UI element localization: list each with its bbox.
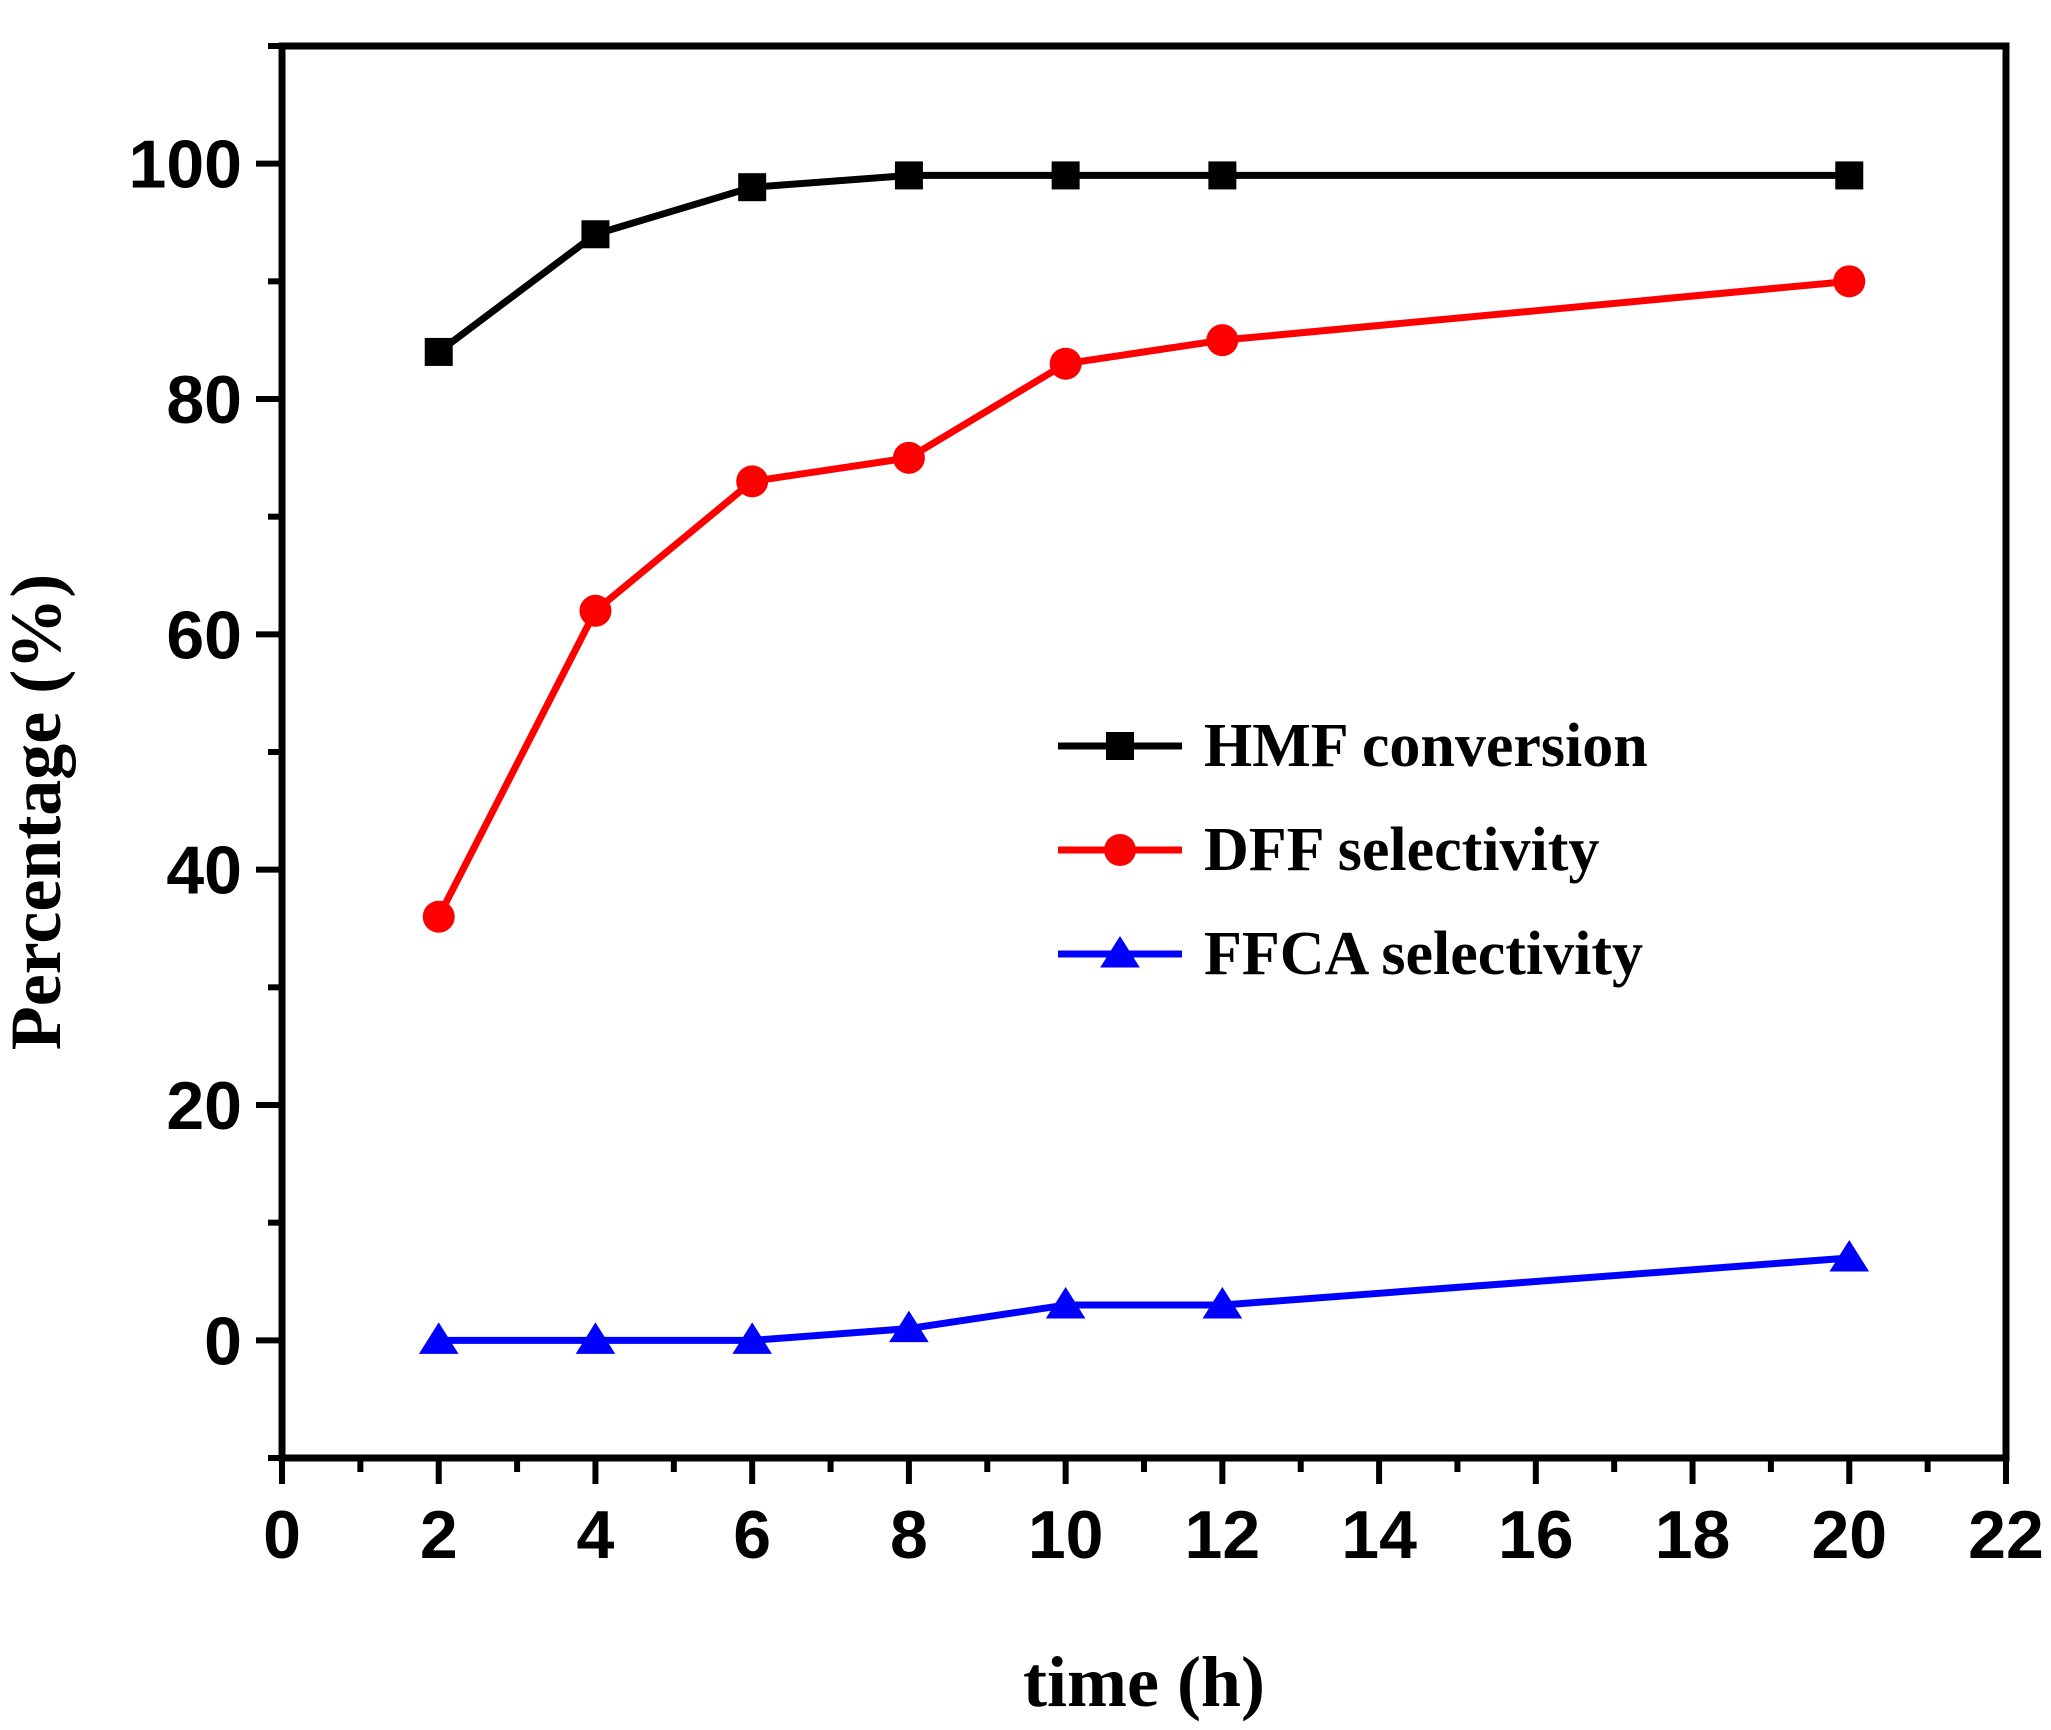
- data-point: [1833, 265, 1866, 298]
- series-line: [438, 1254, 1850, 1344]
- x-tick-label: 8: [890, 1497, 928, 1573]
- legend-entry: HMF conversion: [1058, 712, 1648, 780]
- data-point: [1202, 1287, 1243, 1319]
- series-ffca-selectivity: [418, 1239, 1870, 1354]
- x-tick-label: 2: [420, 1497, 458, 1573]
- series-line: [436, 171, 1850, 355]
- plot-frame: [278, 42, 2010, 1462]
- data-point: [579, 594, 612, 627]
- series-lines: [418, 161, 1870, 1354]
- legend-marker: [1106, 732, 1134, 760]
- legend-label: DFF selectivity: [1204, 816, 1599, 884]
- legend-entry: DFF selectivity: [1058, 816, 1599, 884]
- data-point: [581, 220, 610, 249]
- plot-border: [278, 42, 2010, 1462]
- series-dff-selectivity: [422, 265, 1866, 933]
- data-point: [732, 1322, 772, 1354]
- x-tick-label: 22: [1968, 1497, 2044, 1573]
- data-point: [1206, 324, 1239, 357]
- x-tick-label: 6: [733, 1497, 771, 1573]
- y-axis-title: Percentage (%): [0, 574, 76, 1050]
- legend-label: HMF conversion: [1204, 712, 1648, 780]
- data-point: [736, 465, 769, 498]
- data-point: [1829, 1239, 1870, 1272]
- x-tick-label: 20: [1811, 1497, 1887, 1573]
- data-point: [1049, 347, 1082, 380]
- data-point: [418, 1322, 459, 1354]
- data-point: [738, 173, 767, 202]
- y-tick-label: 100: [129, 127, 242, 203]
- x-tick-label: 16: [1498, 1497, 1574, 1573]
- data-point: [424, 337, 453, 366]
- data-point: [894, 161, 923, 190]
- series-hmf-conversion: [424, 161, 1864, 366]
- data-point: [1045, 1287, 1086, 1319]
- axis-ticks: [256, 43, 2009, 1484]
- y-tick-label: 40: [166, 833, 242, 909]
- legend-marker: [1104, 834, 1136, 866]
- x-tick-label: 0: [263, 1497, 301, 1573]
- x-tick-label: 12: [1185, 1497, 1261, 1573]
- y-tick-label: 60: [166, 597, 242, 673]
- legend-label: FFCA selectivity: [1204, 920, 1643, 988]
- legend-marker: [1100, 936, 1140, 968]
- x-tick-label: 18: [1655, 1497, 1731, 1573]
- x-tick-label: 10: [1028, 1497, 1104, 1573]
- data-point: [575, 1322, 616, 1354]
- y-tick-label: 20: [166, 1068, 242, 1144]
- y-tick-label: 0: [204, 1303, 242, 1379]
- legend-entry: FFCA selectivity: [1058, 920, 1643, 988]
- data-point: [422, 900, 455, 933]
- x-tick-label: 14: [1341, 1497, 1417, 1573]
- series-line: [435, 277, 1850, 919]
- tick-labels: 0 2 4 6 8 10 12 14 16 18 20 22 0 20 40 60 80 100: [129, 127, 2044, 1573]
- data-point: [1051, 161, 1080, 190]
- data-point: [889, 1310, 929, 1343]
- data-point: [892, 441, 925, 474]
- data-point: [1835, 161, 1864, 190]
- legend: HMF conversion DFF selectivity FFCA select…: [1058, 712, 1648, 988]
- x-tick-label: 4: [577, 1497, 615, 1573]
- data-point: [1208, 161, 1237, 190]
- y-tick-label: 80: [166, 362, 242, 438]
- x-axis-title: time (h): [1023, 1642, 1265, 1722]
